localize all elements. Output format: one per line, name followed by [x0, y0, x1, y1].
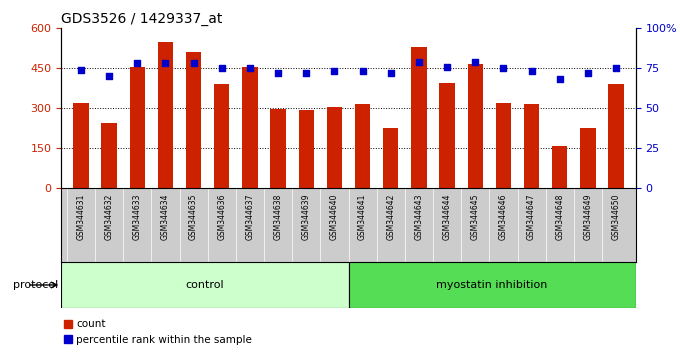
FancyBboxPatch shape	[349, 262, 636, 308]
Bar	[439, 83, 455, 188]
Bar	[524, 104, 539, 188]
Bar	[73, 103, 88, 188]
Point	[441, 64, 452, 69]
Bar	[214, 84, 229, 188]
Point	[386, 70, 396, 76]
Point	[413, 59, 424, 65]
Text: GSM344636: GSM344636	[217, 194, 226, 240]
Legend: count, percentile rank within the sample: count, percentile rank within the sample	[60, 315, 256, 349]
Text: GSM344641: GSM344641	[358, 194, 367, 240]
Text: GSM344632: GSM344632	[105, 194, 114, 240]
Text: GSM344643: GSM344643	[414, 194, 424, 240]
Bar	[468, 64, 483, 188]
Text: GSM344639: GSM344639	[302, 194, 311, 240]
Point	[160, 61, 171, 66]
Bar	[552, 146, 568, 188]
Point	[216, 65, 227, 71]
Text: protocol: protocol	[12, 280, 58, 290]
Text: GSM344645: GSM344645	[471, 194, 480, 240]
Text: GSM344638: GSM344638	[273, 194, 283, 240]
Point	[470, 59, 481, 65]
Text: GSM344634: GSM344634	[161, 194, 170, 240]
Point	[357, 69, 368, 74]
Bar	[299, 110, 314, 188]
Text: myostatin inhibition: myostatin inhibition	[437, 280, 548, 290]
Bar	[609, 84, 624, 188]
Bar	[158, 42, 173, 188]
Text: GDS3526 / 1429337_at: GDS3526 / 1429337_at	[61, 12, 222, 26]
Bar	[129, 67, 145, 188]
Bar	[496, 103, 511, 188]
Text: GSM344644: GSM344644	[443, 194, 452, 240]
Text: GSM344650: GSM344650	[611, 194, 621, 240]
Point	[132, 61, 143, 66]
Text: GSM344649: GSM344649	[583, 194, 592, 240]
Bar	[326, 107, 342, 188]
Text: GSM344633: GSM344633	[133, 194, 141, 240]
Point	[188, 61, 199, 66]
Text: GSM344647: GSM344647	[527, 194, 536, 240]
FancyBboxPatch shape	[61, 262, 349, 308]
Point	[611, 65, 622, 71]
Bar	[383, 128, 398, 188]
Point	[245, 65, 256, 71]
Bar	[186, 52, 201, 188]
Text: control: control	[186, 280, 224, 290]
Point	[75, 67, 86, 73]
Point	[329, 69, 340, 74]
Bar	[580, 128, 596, 188]
Text: GSM344642: GSM344642	[386, 194, 395, 240]
Text: GSM344646: GSM344646	[499, 194, 508, 240]
Point	[301, 70, 311, 76]
Point	[526, 69, 537, 74]
Text: GSM344640: GSM344640	[330, 194, 339, 240]
Bar	[355, 104, 371, 188]
Point	[583, 70, 594, 76]
Point	[554, 76, 565, 82]
Point	[103, 73, 114, 79]
Point	[273, 70, 284, 76]
Text: GSM344637: GSM344637	[245, 194, 254, 240]
Text: GSM344648: GSM344648	[556, 194, 564, 240]
Bar	[242, 67, 258, 188]
Point	[498, 65, 509, 71]
Bar	[411, 47, 426, 188]
Text: GSM344631: GSM344631	[76, 194, 86, 240]
Bar	[271, 109, 286, 188]
Text: GSM344635: GSM344635	[189, 194, 198, 240]
Bar	[101, 122, 117, 188]
